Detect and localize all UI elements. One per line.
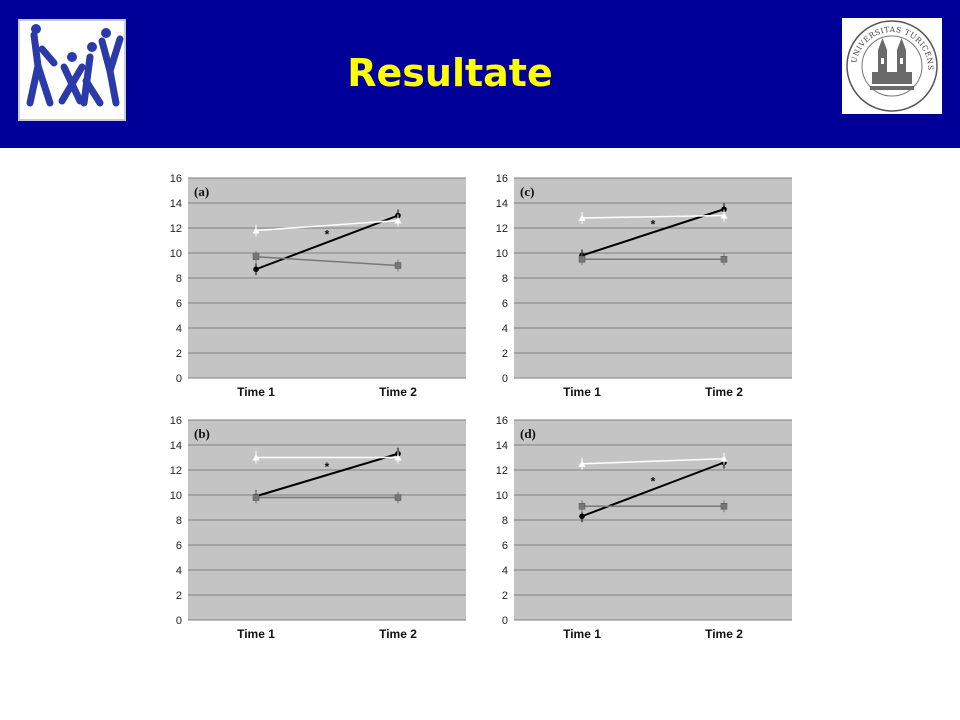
panel-label: (c) xyxy=(520,184,534,199)
y-tick-label: 0 xyxy=(176,615,182,627)
x-tick-label: Time 2 xyxy=(379,385,417,399)
data-point xyxy=(720,455,728,462)
data-point xyxy=(252,454,260,461)
y-tick-label: 10 xyxy=(170,248,182,260)
y-tick-label: 6 xyxy=(502,298,508,310)
y-tick-label: 12 xyxy=(496,223,508,235)
y-tick-label: 10 xyxy=(496,248,508,260)
y-tick-label: 6 xyxy=(502,540,508,552)
x-tick-label: Time 1 xyxy=(563,627,601,641)
y-tick-label: 12 xyxy=(496,465,508,477)
figures-logo-icon xyxy=(26,24,124,107)
x-tick-label: Time 2 xyxy=(379,627,417,641)
y-tick-label: 2 xyxy=(502,348,508,360)
annotation-label: * xyxy=(651,217,656,231)
university-seal-icon: UNIVERSITAS TURICENSIS xyxy=(842,18,938,112)
data-point xyxy=(721,206,727,213)
y-tick-label: 4 xyxy=(502,565,508,577)
y-tick-label: 10 xyxy=(496,490,508,502)
y-tick-label: 16 xyxy=(170,415,182,427)
y-tick-label: 2 xyxy=(176,590,182,602)
y-tick-label: 4 xyxy=(502,323,508,335)
data-point xyxy=(720,212,728,219)
data-point xyxy=(252,253,260,260)
panel-label: (a) xyxy=(194,184,209,199)
panel-label: (d) xyxy=(520,426,536,441)
data-point xyxy=(253,266,259,273)
y-tick-label: 12 xyxy=(170,223,182,235)
chart-panel: 0 2 4 6 8 10 12 14 16 Time 1 Time 2 (a) * xyxy=(170,173,466,399)
university-seal: UNIVERSITAS TURICENSIS xyxy=(842,18,942,114)
charts-svg: 0 2 4 6 8 10 12 14 16 Time 1 Time 2 (a) * 0 2 4 6 8 10 12 14… xyxy=(170,173,792,641)
data-point xyxy=(394,454,402,461)
y-tick-label: 2 xyxy=(502,590,508,602)
y-tick-label: 12 xyxy=(170,465,182,477)
y-tick-label: 14 xyxy=(170,440,182,452)
data-point xyxy=(578,460,586,467)
data-point xyxy=(720,503,728,510)
x-tick-label: Time 1 xyxy=(237,627,275,641)
data-point xyxy=(394,217,402,224)
series-line xyxy=(255,214,399,271)
y-tick-label: 8 xyxy=(502,515,508,527)
series-line xyxy=(255,452,399,498)
panel-label: (b) xyxy=(194,426,210,441)
y-tick-label: 0 xyxy=(176,373,182,385)
y-tick-label: 16 xyxy=(496,415,508,427)
slide-title: Resultate xyxy=(347,51,553,95)
y-tick-label: 4 xyxy=(176,565,182,577)
y-tick-label: 2 xyxy=(176,348,182,360)
series-line xyxy=(581,458,725,465)
charts-area: 0 2 4 6 8 10 12 14 16 Time 1 Time 2 (a) * 0 2 4 6 8 10 12 14… xyxy=(0,148,960,720)
y-tick-label: 8 xyxy=(176,273,182,285)
chart-panel: 0 2 4 6 8 10 12 14 16 Time 1 Time 2 (c) * xyxy=(496,173,792,399)
figures-logo xyxy=(18,19,126,121)
data-point xyxy=(252,494,260,501)
data-point xyxy=(720,256,728,263)
x-tick-label: Time 2 xyxy=(705,627,743,641)
y-tick-label: 16 xyxy=(170,173,182,185)
y-tick-label: 0 xyxy=(502,373,508,385)
slide-header: Resultate UNIVERSITAS TURICENSIS xyxy=(0,0,960,148)
y-tick-label: 6 xyxy=(176,540,182,552)
data-point xyxy=(394,494,402,501)
data-point xyxy=(252,227,260,234)
y-tick-label: 8 xyxy=(176,515,182,527)
series-line xyxy=(581,461,725,518)
series-line xyxy=(581,214,725,219)
y-tick-label: 0 xyxy=(502,615,508,627)
chart-panel: 0 2 4 6 8 10 12 14 16 Time 1 Time 2 (b) * xyxy=(170,415,466,641)
x-tick-label: Time 1 xyxy=(237,385,275,399)
y-tick-label: 8 xyxy=(502,273,508,285)
y-tick-label: 14 xyxy=(496,440,508,452)
data-point xyxy=(579,513,585,520)
y-tick-label: 14 xyxy=(496,198,508,210)
y-tick-label: 10 xyxy=(170,490,182,502)
y-tick-label: 4 xyxy=(176,323,182,335)
data-point xyxy=(578,503,586,510)
y-tick-label: 6 xyxy=(176,298,182,310)
series-line xyxy=(255,219,399,232)
chart-panel: 0 2 4 6 8 10 12 14 16 Time 1 Time 2 (d) * xyxy=(496,415,792,641)
x-tick-label: Time 1 xyxy=(563,385,601,399)
annotation-label: * xyxy=(325,460,330,474)
annotation-label: * xyxy=(651,474,656,488)
y-tick-label: 14 xyxy=(170,198,182,210)
series-line xyxy=(255,256,399,267)
annotation-label: * xyxy=(325,227,330,241)
x-tick-label: Time 2 xyxy=(705,385,743,399)
series-line xyxy=(581,208,725,257)
data-point xyxy=(578,214,586,221)
data-point xyxy=(578,256,586,263)
data-point xyxy=(394,262,402,269)
y-tick-label: 16 xyxy=(496,173,508,185)
